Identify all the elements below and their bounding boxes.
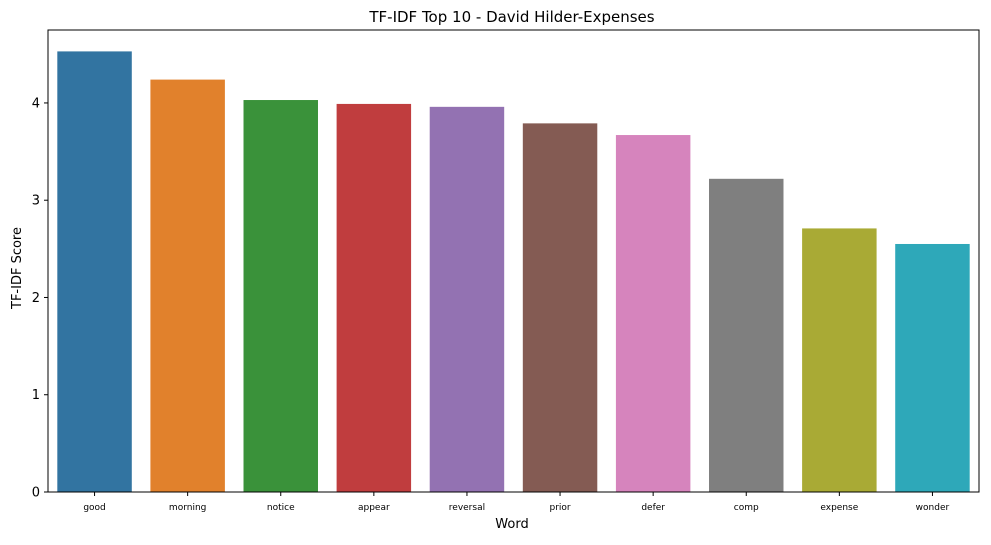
y-tick-label: 0 [32, 486, 40, 501]
x-tick-label: morning [169, 503, 206, 513]
chart-title: TF-IDF Top 10 - David Hilder-Expenses [368, 8, 654, 26]
x-tick-label: defer [641, 503, 665, 513]
plot-frame [47, 29, 980, 493]
bar-morning [150, 79, 225, 492]
y-tick-label: 3 [32, 194, 40, 209]
bar-comp [709, 178, 784, 492]
y-tick-label: 1 [32, 388, 40, 403]
bar-reversal [429, 106, 505, 492]
x-tick-label: reversal [449, 503, 485, 513]
x-tick-label: expense [820, 503, 858, 513]
x-tick-label: notice [267, 503, 295, 513]
bar-wonder [895, 243, 970, 492]
x-tick-label: prior [549, 503, 570, 513]
bar-appear [336, 103, 412, 493]
x-tick-label: comp [734, 503, 759, 513]
y-axis-label: TF-IDF Score [10, 227, 25, 310]
y-axis: 0 1 2 3 4 [32, 96, 48, 501]
bar-notice [243, 100, 318, 492]
y-tick-label: 2 [32, 291, 40, 306]
bar-prior [522, 123, 598, 493]
x-tick-label: wonder [916, 503, 950, 513]
x-axis-label: Word [495, 517, 528, 532]
bar-good [57, 51, 132, 493]
bar-expense [802, 228, 877, 493]
x-tick-label: good [83, 503, 105, 513]
bars-layer [57, 51, 970, 493]
x-axis: good morning notice appear reversal prior defe… [83, 492, 950, 513]
y-tick-label: 4 [32, 96, 40, 111]
bar-defer [615, 135, 691, 493]
x-tick-label: appear [358, 503, 390, 513]
